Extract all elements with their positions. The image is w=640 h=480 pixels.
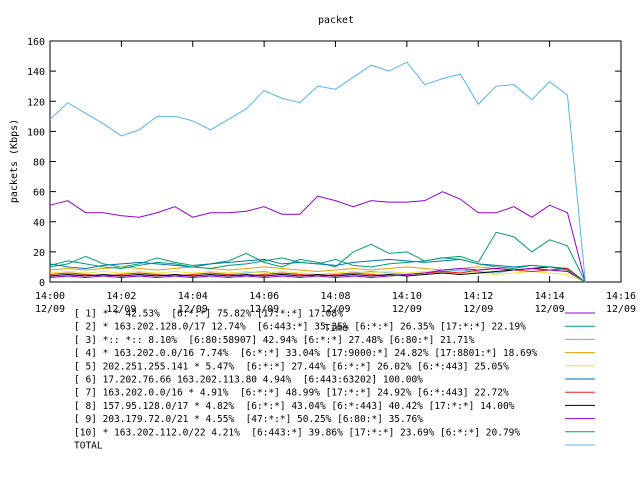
series-line (49, 267, 586, 283)
x-tick-label: 12/09 (178, 304, 208, 315)
legend-label: [ 1] * * 42.53% [6:*:*] 75.82% [17:*:*] … (74, 309, 343, 320)
x-tick-label: 14:12 (463, 291, 493, 302)
x-tick-label: 14:04 (178, 291, 208, 302)
x-axis-label: Time (324, 323, 348, 334)
chart-title: packet (318, 15, 354, 26)
x-tick-label: 12/09 (320, 304, 350, 315)
legend-label: [ 9] 203.179.72.0/21 * 4.55% [47:*:*] 50… (74, 414, 423, 425)
y-tick-label: 80 (33, 158, 45, 169)
y-tick-label: 160 (27, 37, 45, 48)
x-tick-label: 14:10 (392, 291, 422, 302)
y-tick-label: 40 (33, 218, 45, 229)
legend-label: [ 2] * 163.202.128.0/17 12.74% [6:443:*]… (74, 322, 526, 333)
y-tick-label: 100 (27, 127, 45, 138)
x-tick-label: 14:16 (606, 291, 636, 302)
series-line (49, 231, 586, 283)
plot-border (49, 40, 622, 283)
x-tick-label: 12/09 (106, 304, 136, 315)
y-tick-label: 120 (27, 97, 45, 108)
series-line (49, 61, 586, 283)
x-tick-label: 14:14 (535, 291, 565, 302)
legend-label: [ 8] 157.95.128.0/17 * 4.82% [6:*:*] 43.… (74, 401, 515, 412)
series-line (49, 257, 586, 283)
x-tick-label: 12/09 (463, 304, 493, 315)
legend-label: [ 7] 163.202.0.0/16 * 4.91% [6:*:*] 48.9… (74, 388, 509, 399)
y-tick-label: 20 (33, 248, 45, 259)
legend-label: TOTAL (74, 441, 103, 452)
x-tick-label: 12/09 (535, 304, 565, 315)
x-tick-label: 14:00 (35, 291, 65, 302)
y-tick-label: 140 (27, 67, 45, 78)
x-tick-label: 12/09 (249, 304, 279, 315)
x-tick-label: 12/09 (392, 304, 422, 315)
x-tick-label: 14:08 (320, 291, 350, 302)
legend-label: [ 5] 202.251.255.141 * 5.47% [6:*:*] 27.… (74, 361, 509, 372)
series-line (49, 266, 586, 283)
x-tick-label: 12/09 (606, 304, 636, 315)
y-tick-label: 60 (33, 188, 45, 199)
series-line (49, 191, 586, 283)
legend-label: [ 3] *:: *:: 8.10% [6:80:58907] 42.94% [… (74, 335, 475, 346)
x-tick-label: 14:02 (106, 291, 136, 302)
legend-label: [ 4] * 163.202.0.0/16 7.74% [6:*:*] 33.0… (74, 348, 538, 359)
x-tick-label: 14:06 (249, 291, 279, 302)
legend-label: [ 6] 17.202.76.66 163.202.113.80 4.94% [… (74, 375, 423, 386)
y-axis-label: packets (Kbps) (9, 119, 20, 203)
y-tick-label: 0 (39, 278, 45, 289)
x-tick-label: 12/09 (35, 304, 65, 315)
legend-label: [10] * 163.202.112.0/22 4.21% [6:443:*] … (74, 427, 520, 438)
